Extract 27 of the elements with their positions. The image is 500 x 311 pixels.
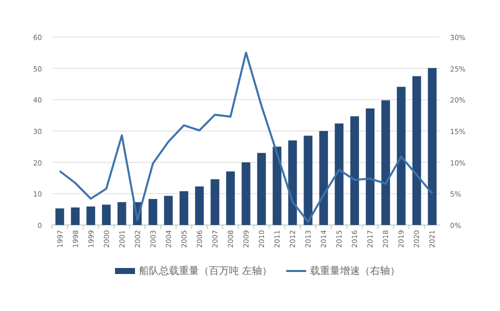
bar bbox=[350, 116, 359, 225]
bar bbox=[396, 86, 406, 225]
bar bbox=[412, 76, 422, 225]
bar bbox=[319, 131, 328, 225]
legend-label: 载重量增速（右轴） bbox=[310, 265, 400, 277]
bar bbox=[55, 208, 64, 225]
bar bbox=[180, 191, 188, 225]
legend-label: 船队总载重量（百万吨 左轴） bbox=[139, 265, 272, 277]
bar bbox=[334, 123, 344, 225]
bar bbox=[148, 198, 158, 225]
bar bbox=[257, 152, 266, 225]
bar bbox=[117, 202, 126, 225]
bar bbox=[428, 68, 437, 225]
bar bbox=[242, 162, 250, 225]
bar bbox=[288, 140, 297, 225]
bar bbox=[210, 179, 220, 225]
bar bbox=[226, 171, 235, 225]
bar bbox=[366, 108, 375, 225]
bar bbox=[70, 207, 80, 225]
line-series bbox=[58, 52, 434, 223]
bar bbox=[86, 206, 96, 225]
bar bbox=[164, 196, 173, 225]
bar bbox=[272, 146, 282, 225]
bar bbox=[102, 204, 111, 225]
bar bbox=[304, 136, 312, 225]
bar bbox=[195, 186, 204, 225]
bar bbox=[381, 100, 390, 225]
